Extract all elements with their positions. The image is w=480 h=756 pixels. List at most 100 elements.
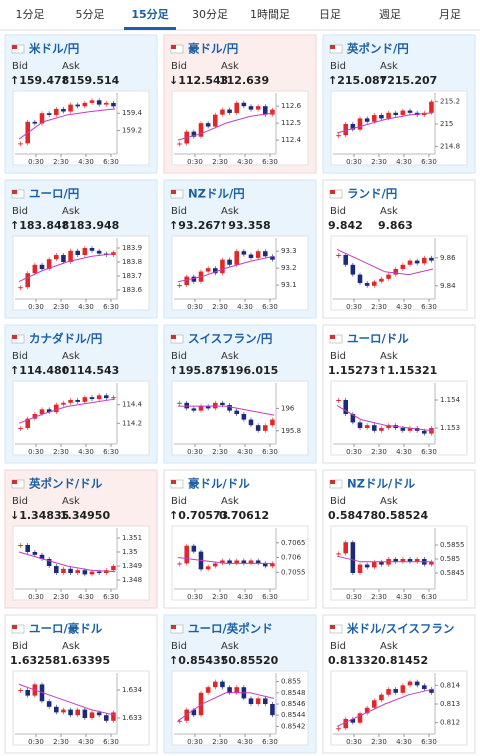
candle (111, 102, 116, 107)
y-tick-label: 0.812 (440, 719, 460, 727)
tab[interactable]: 月足 (439, 8, 461, 21)
candle (263, 251, 268, 257)
tab[interactable]: 週足 (379, 8, 401, 21)
bid-label: Bid (171, 351, 187, 362)
pair-name[interactable]: NZドル/ドル (347, 477, 416, 491)
candle (18, 545, 23, 546)
candle (255, 698, 261, 704)
ask-value: ↑93.358 (219, 219, 271, 232)
candle (18, 690, 23, 691)
candle (336, 553, 341, 555)
candle (227, 687, 232, 693)
flag-mark (12, 335, 17, 339)
tab[interactable]: 1分足 (16, 8, 45, 21)
y-tick-label: 0.7055 (281, 568, 306, 576)
candle (111, 566, 116, 571)
candle (241, 560, 247, 564)
candle (89, 248, 95, 251)
tab[interactable]: 15分足 (131, 7, 169, 21)
candle (177, 285, 182, 287)
ask-value: ↑114.543 (60, 364, 119, 377)
tab[interactable]: 30分足 (192, 8, 228, 21)
pair-name[interactable]: 豪ドル/ドル (188, 477, 250, 491)
pair-name[interactable]: 米ドル/スイスフラン (346, 622, 454, 636)
candle (96, 250, 102, 254)
x-tick-label: 4:30 (237, 448, 253, 456)
bid-value: ↑0.70573 (169, 509, 228, 522)
bid-value: ↑183.848 (10, 219, 69, 232)
pair-name[interactable]: 英ポンド/円 (346, 42, 409, 56)
candle (68, 104, 73, 112)
pair-name[interactable]: ユーロ/英ポンド (188, 622, 273, 636)
candle (393, 559, 398, 562)
pair-name[interactable]: ユーロ/豪ドル (29, 622, 103, 636)
candle (248, 419, 254, 426)
candle (213, 402, 218, 409)
flag-mark (171, 625, 176, 629)
x-tick-label: 4:30 (237, 593, 253, 601)
candle (82, 102, 88, 107)
tab[interactable]: 1時間足 (250, 8, 290, 21)
x-tick-label: 4:30 (396, 448, 412, 456)
bid-label: Bid (171, 206, 187, 217)
candle (54, 566, 59, 573)
candle (400, 559, 406, 562)
candle (422, 430, 427, 434)
candle (350, 718, 356, 723)
y-tick-label: 0.813 (440, 700, 460, 708)
candle (96, 395, 102, 400)
moving-average (336, 112, 434, 134)
candle (414, 559, 420, 562)
tab[interactable]: 日足 (319, 8, 341, 21)
pair-name[interactable]: カナダドル/円 (29, 332, 102, 346)
ask-value: 0.58524 (378, 509, 428, 522)
bid-value: 1.15273 (328, 364, 378, 377)
pair-name[interactable]: NZドル/円 (188, 187, 245, 201)
candle (177, 402, 182, 404)
candle (343, 400, 348, 414)
candle (270, 419, 275, 426)
candle (220, 560, 225, 564)
pair-name[interactable]: ユーロ/円 (29, 187, 79, 201)
candle (191, 276, 197, 282)
candle (32, 264, 38, 274)
ask-label: Ask (221, 61, 239, 72)
candle (68, 400, 73, 403)
pair-name[interactable]: スイスフラン/円 (188, 332, 272, 346)
candle (61, 568, 66, 573)
x-tick-label: 4:30 (396, 593, 412, 601)
moving-average (336, 248, 434, 276)
candle (104, 102, 109, 105)
tab[interactable]: 5分足 (76, 8, 105, 21)
candle (350, 124, 356, 130)
y-tick-label: 93.3 (281, 247, 297, 255)
candle (191, 545, 197, 552)
pair-name[interactable]: 米ドル/円 (28, 42, 79, 56)
candle (350, 264, 356, 275)
candle (220, 259, 225, 274)
x-tick-label: 2:30 (53, 158, 69, 166)
chart-box (12, 525, 150, 601)
candle (54, 404, 59, 413)
pair-name[interactable]: ユーロ/ドル (347, 332, 409, 346)
candle (234, 251, 239, 265)
x-tick-label: 4:30 (78, 593, 94, 601)
candle (248, 698, 254, 704)
x-tick-label: 6:30 (262, 158, 278, 166)
y-tick-label: 1.633 (122, 714, 142, 722)
candle (393, 269, 398, 275)
candle (61, 709, 66, 713)
moving-average (177, 557, 274, 564)
candle (263, 425, 268, 431)
pair-name[interactable]: ランド/円 (347, 187, 397, 201)
pair-name[interactable]: 英ポンド/ドル (28, 477, 103, 491)
candle (386, 274, 391, 279)
ask-value: 112.639 (219, 74, 269, 87)
x-tick-label: 2:30 (53, 303, 69, 311)
pair-name[interactable]: 豪ドル/円 (188, 42, 238, 56)
x-tick-label: 0:30 (187, 448, 203, 456)
candle (89, 712, 95, 718)
y-tick-label: 215.2 (440, 98, 460, 106)
y-tick-label: 0.5845 (440, 569, 465, 577)
x-tick-label: 2:30 (212, 738, 228, 746)
